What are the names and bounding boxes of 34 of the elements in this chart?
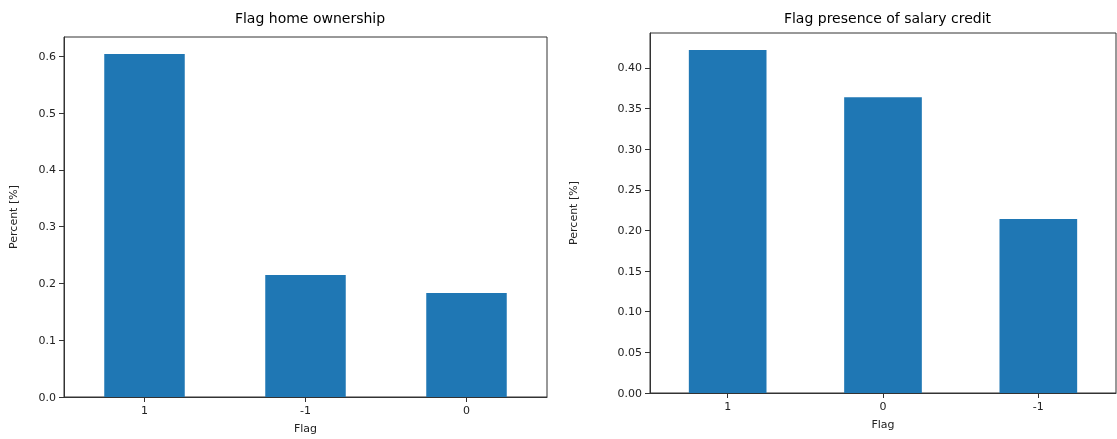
x-axis-title: Flag: [871, 418, 895, 431]
y-tick-label: 0.20: [617, 223, 642, 237]
x-tick-label: 1: [724, 400, 732, 413]
bar: [688, 50, 767, 393]
chart-title: Flag presence of salary credit: [783, 10, 992, 26]
y-tick-label: 0.40: [617, 61, 642, 75]
y-tick-label: 0.25: [617, 183, 642, 197]
y-tick-label: 0.4: [38, 163, 56, 177]
x-axis-title: Flag: [293, 422, 318, 435]
bar: [426, 293, 507, 397]
x-tick-label: 0: [463, 404, 470, 417]
y-axis-title: Percent [%]: [7, 185, 20, 249]
bar: [999, 219, 1078, 393]
y-tick-label: 0.0: [38, 390, 56, 404]
y-tick-label: 0.3: [38, 220, 56, 234]
bar: [844, 97, 922, 393]
bar: [104, 54, 185, 397]
y-tick-label: 0.00: [617, 386, 642, 400]
x-tick-label: -1: [1032, 400, 1044, 413]
y-tick-label: 0.15: [617, 264, 642, 278]
x-tick-label: 1: [141, 404, 148, 417]
y-tick-label: 0.30: [617, 142, 642, 156]
y-tick-label: 0.2: [38, 276, 56, 290]
x-tick-label: 0: [879, 400, 887, 413]
x-tick-label: -1: [300, 404, 311, 417]
chart-title: Flag home ownership: [234, 10, 386, 26]
y-tick-label: 0.05: [617, 345, 642, 359]
y-tick-label: 0.6: [38, 49, 56, 63]
y-tick-label: 0.35: [617, 102, 642, 116]
y-axis-title: Percent [%]: [567, 181, 580, 245]
y-tick-label: 0.1: [38, 333, 56, 347]
y-tick-label: 0.5: [38, 106, 56, 120]
y-tick-label: 0.10: [617, 305, 642, 319]
bar: [265, 274, 346, 397]
